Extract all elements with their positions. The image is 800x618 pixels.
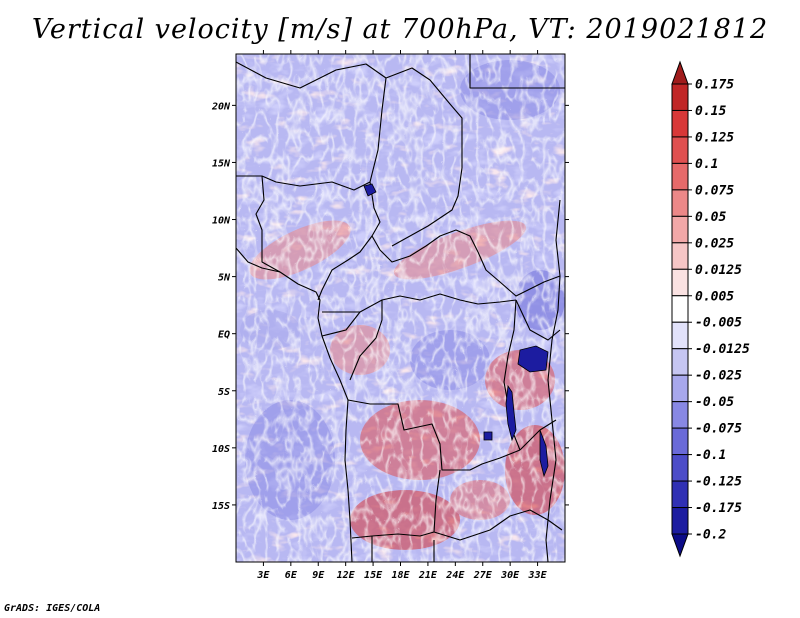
lat-tick-label: 10N [212,216,231,227]
colorbar-label: -0.075 [695,422,742,437]
colorbar-label: 0.05 [695,210,726,225]
colorbar-label: 0.025 [695,236,734,251]
lon-tick-label: 6E [285,570,298,581]
colorbar-label: 0.005 [695,289,734,304]
latitude-axis: 20N 15N 10N 5N EQ 5S 10S 15S [211,101,569,512]
colorbar-swatch [671,427,689,456]
border-chad-sudan [391,167,463,247]
colorbar-swatch [671,136,689,164]
lon-tick-label: 9E [312,570,325,581]
border-congo-gabon [321,299,383,381]
lon-tick-label: 3E [256,570,270,581]
contour-lines [236,54,565,562]
colorbar-label: 0.075 [695,183,734,198]
colorbar-swatch [671,215,689,244]
border-car-drc [381,293,517,305]
colorbar-label: -0.125 [695,475,742,490]
colorbar-swatch [671,401,689,429]
lat-tick-label: 20N [211,101,231,112]
border-ethiopia [469,54,565,89]
colorbar-swatch [671,295,689,323]
colorbar-top-arrow [671,60,689,85]
lakes [363,183,549,478]
lat-tick-label: 10S [212,444,230,455]
lon-tick-label: 18E [391,570,410,581]
lake-chad [363,183,377,197]
colorbar-label: 0.125 [695,130,734,145]
lat-tick-label: 15S [212,501,230,512]
colorbar-swatch [671,507,689,535]
lake-mweru [483,431,493,441]
colorbar-label: 0.0125 [695,263,742,278]
map-area [236,54,565,562]
colorbar-swatch [671,162,689,191]
colorbar-swatch [671,83,689,111]
grads-credit: GrADS: IGES/COLA [4,603,101,614]
border-angola-drc [347,399,521,471]
lon-tick-label: 21E [418,570,438,581]
country-borders [236,54,565,562]
colorbar-swatch [671,242,689,270]
colorbar-swatch [671,189,689,217]
border-uganda [515,299,561,341]
border-east-coast [545,199,561,562]
lon-tick-label: 12E [337,570,356,581]
colorbar-label: -0.1 [695,448,726,463]
longitude-axis: 3E 6E 9E 12E 15E 18E 21E 24E 27E 30E 33E [256,50,548,581]
colorbar-swatch [671,109,689,138]
colorbar-label: -0.005 [695,316,742,331]
colorbar-label: 0.15 [695,104,726,119]
colorbar-swatch [671,454,689,482]
colorbar-label: -0.175 [695,501,742,516]
lon-tick-label: 27E [473,570,493,581]
colorbar-swatch [671,268,689,297]
lat-tick-label: EQ [218,330,230,341]
colorbar-label: -0.2 [695,528,726,543]
colorbar-bottom-arrow [671,533,689,558]
colorbar-label: 0.1 [695,157,718,172]
colorbar-label: -0.025 [695,369,742,384]
colorbar-swatch [671,480,689,509]
border-car-chad [371,229,479,263]
border-niger-chad [236,77,387,191]
lon-tick-label: 15E [364,570,383,581]
lon-tick-label: 30E [500,570,520,581]
map-title: Vertical velocity [m/s] at 700hPa, VT: 2… [31,14,769,45]
colorbar-swatch [671,321,689,350]
colorbar-label: -0.05 [695,395,734,410]
colorbar-swatch [671,374,689,403]
lake-victoria [517,345,549,373]
colorbar-swatch [671,348,689,376]
colorbar-label: -0.0125 [695,342,750,357]
lat-tick-label: 5N [218,273,231,284]
colorbar: 0.175 0.15 0.125 0.1 0.075 0.05 0.025 0.0125 0.0… [671,60,750,558]
border-nigeria [255,175,281,273]
lake-tanganyika [505,384,517,442]
lat-tick-label: 5S [218,387,230,398]
border-south-sudan [477,251,561,297]
colorbar-label: 0.175 [695,78,734,93]
lon-tick-label: 33E [528,570,548,581]
border-nigeria-cameroon [317,181,381,301]
lat-tick-label: 15N [212,158,231,169]
lon-tick-label: 24E [445,570,465,581]
lake-malawi [539,429,549,478]
